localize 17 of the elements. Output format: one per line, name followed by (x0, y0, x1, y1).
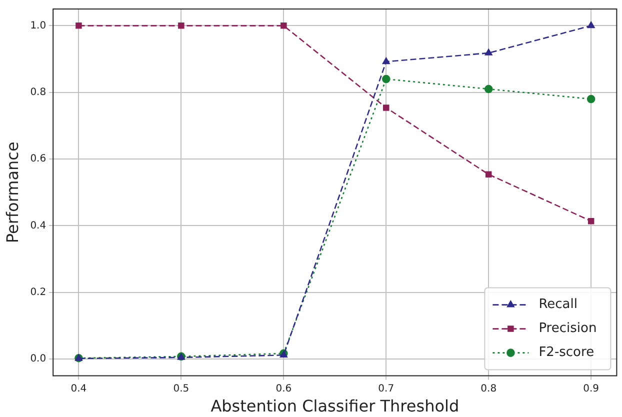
x-axis-title: Abstention Classifier Threshold (210, 396, 460, 416)
x-tick-label: 0.4 (70, 383, 87, 394)
y-tick-label: 0.0 (30, 354, 46, 365)
x-tick-label: 0.7 (378, 383, 394, 394)
y-tick-label: 0.8 (30, 86, 46, 98)
y-tick-label: 0.6 (30, 154, 46, 165)
y-axis-title: Performance (2, 142, 22, 244)
y-tick-label: 0.2 (30, 287, 46, 298)
x-tick-label: 0.6 (276, 383, 292, 394)
x-tick-label: 0.5 (173, 383, 190, 394)
x-tick-label: 0.8 (480, 383, 497, 394)
legend-label: Recall (538, 297, 578, 312)
legend-label: Precision (538, 321, 597, 336)
y-tick-label: 0.4 (30, 220, 46, 232)
y-tick-label: 1.0 (30, 20, 46, 32)
legend-label: F2-score (538, 345, 594, 360)
x-tick-label: 0.9 (583, 383, 600, 394)
